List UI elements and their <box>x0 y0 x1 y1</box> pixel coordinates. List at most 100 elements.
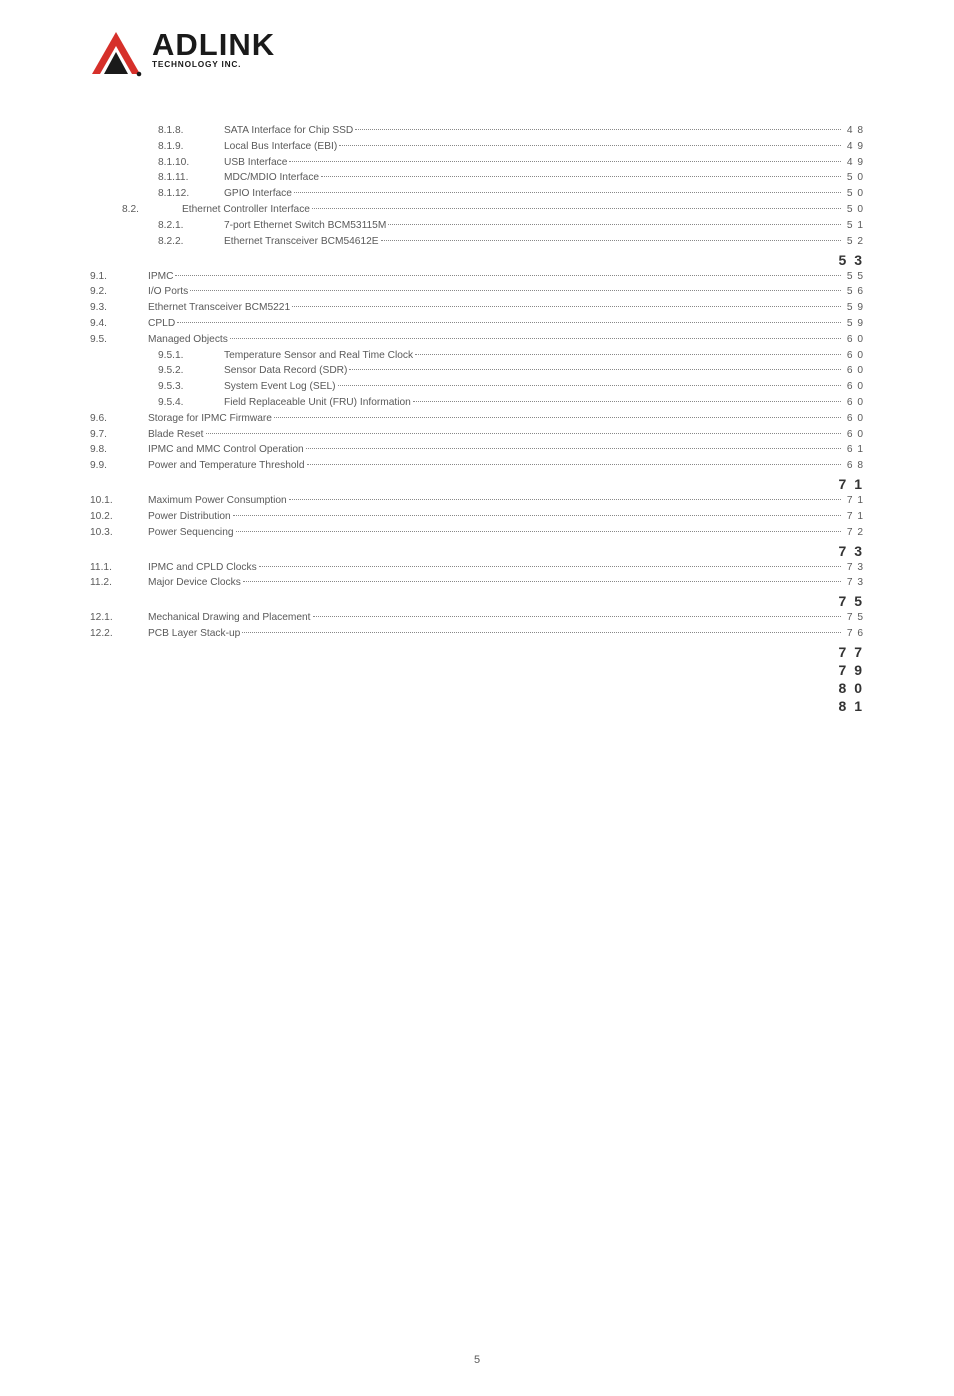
toc-entry: 8.1.8.SATA Interface for Chip SSD4 8 <box>90 123 864 139</box>
toc-entry-title: Sensor Data Record (SDR) <box>224 363 347 379</box>
toc-entry: 9.5.Managed Objects 6 0 <box>90 332 864 348</box>
toc-entry: 8.2.1.7-port Ethernet Switch BCM53115M5 … <box>90 218 864 234</box>
toc-entry-title: Storage for IPMC Firmware <box>148 411 272 427</box>
toc-leader <box>381 240 841 241</box>
toc-entry-number: 11.1. <box>90 560 148 576</box>
toc-entry: 9.5.2.Sensor Data Record (SDR)6 0 <box>90 363 864 379</box>
page-number: 5 <box>474 1354 480 1366</box>
toc-entry-page: 6 0 <box>843 395 864 411</box>
toc-entry-page: 5 5 <box>843 269 864 285</box>
toc-entry-page: 5 0 <box>843 202 864 218</box>
toc-entry-number: 10.3. <box>90 525 148 541</box>
toc-entry-number: 9.5. <box>90 332 148 348</box>
toc-entry-number: 9.6. <box>90 411 148 427</box>
toc-entry-title: Major Device Clocks <box>148 575 241 591</box>
toc-entry-title: MDC/MDIO Interface <box>224 170 319 186</box>
toc-leader <box>259 566 841 567</box>
toc-entry-title: Mechanical Drawing and Placement <box>148 610 311 626</box>
logo-name: ADLINK <box>152 30 275 59</box>
toc-entry-page: 7 1 <box>843 493 864 509</box>
toc-entry-page: 5 9 <box>843 300 864 316</box>
toc-leader <box>388 224 841 225</box>
toc-entry: 9.5.1.Temperature Sensor and Real Time C… <box>90 348 864 364</box>
toc-entry: 8.2.Ethernet Controller Interface 5 0 <box>90 202 864 218</box>
toc-entry-number: 8.2. <box>122 202 182 218</box>
toc-entry-number: 12.1. <box>90 610 148 626</box>
toc-entry: 9.1.IPMC5 5 <box>90 269 864 285</box>
toc-entry-number: 9.3. <box>90 300 148 316</box>
toc-leader <box>236 531 841 532</box>
toc-entry: 9.5.3.System Event Log (SEL) 6 0 <box>90 379 864 395</box>
toc-leader <box>230 338 841 339</box>
toc-entry-number: 8.1.11. <box>158 170 224 186</box>
toc-entry-page: 5 1 <box>843 218 864 234</box>
toc-entry: 8.1.9.Local Bus Interface (EBI) 4 9 <box>90 139 864 155</box>
toc-entry-page: 6 0 <box>843 379 864 395</box>
toc-entry: 8.1.12.GPIO Interface5 0 <box>90 186 864 202</box>
page-footer: 5 <box>90 1354 864 1366</box>
toc-leader <box>206 433 841 434</box>
toc-entry-title: Ethernet Controller Interface <box>182 202 310 218</box>
toc-leader <box>339 145 841 146</box>
toc-entry: 12.1.Mechanical Drawing and Placement 7 5 <box>90 610 864 626</box>
toc-entry-title: Maximum Power Consumption <box>148 493 287 509</box>
toc-entry-page: 5 6 <box>843 284 864 300</box>
toc-entry: 10.2.Power Distribution7 1 <box>90 509 864 525</box>
toc-entry: 9.8.IPMC and MMC Control Operation6 1 <box>90 442 864 458</box>
toc-entry-number: 8.1.12. <box>158 186 224 202</box>
toc-leader <box>338 385 841 386</box>
toc-leader <box>294 192 841 193</box>
toc-entry: 10.1.Maximum Power Consumption7 1 <box>90 493 864 509</box>
toc-section-page: 7 5 <box>90 593 864 609</box>
toc-entry: 8.1.11.MDC/MDIO Interface 5 0 <box>90 170 864 186</box>
toc-entry-number: 8.1.10. <box>158 155 224 171</box>
toc-entry-title: Blade Reset <box>148 427 204 443</box>
toc-leader <box>242 632 841 633</box>
logo: ADLINK TECHNOLOGY INC. <box>90 30 864 78</box>
toc-entry-page: 7 3 <box>843 560 864 576</box>
logo-tagline: TECHNOLOGY INC. <box>152 59 275 69</box>
toc-entry-page: 5 0 <box>843 170 864 186</box>
toc-entry: 9.7.Blade Reset6 0 <box>90 427 864 443</box>
toc-section-page: 5 3 <box>90 252 864 268</box>
toc-entry-page: 4 9 <box>843 139 864 155</box>
logo-triangle-icon <box>90 30 144 78</box>
toc-entry: 9.5.4.Field Replaceable Unit (FRU) Infor… <box>90 395 864 411</box>
toc-entry-page: 7 6 <box>843 626 864 642</box>
toc-section-page: 7 7 <box>90 644 864 660</box>
toc-entry: 9.2.I/O Ports5 6 <box>90 284 864 300</box>
toc-entry-title: I/O Ports <box>148 284 188 300</box>
toc-entry-number: 9.1. <box>90 269 148 285</box>
toc-entry-page: 5 9 <box>843 316 864 332</box>
toc-entry-title: Ethernet Transceiver BCM54612E <box>224 234 379 250</box>
toc-entry-title: SATA Interface for Chip SSD <box>224 123 353 139</box>
toc-leader <box>355 129 841 130</box>
toc-leader <box>233 515 841 516</box>
toc-entry-title: Managed Objects <box>148 332 228 348</box>
toc-leader <box>313 616 841 617</box>
toc-leader <box>289 499 841 500</box>
toc-leader <box>190 290 841 291</box>
toc-entry-number: 9.5.3. <box>158 379 224 395</box>
toc-entry-title: Local Bus Interface (EBI) <box>224 139 337 155</box>
toc-entry: 11.2.Major Device Clocks 7 3 <box>90 575 864 591</box>
toc-entry: 12.2.PCB Layer Stack-up7 6 <box>90 626 864 642</box>
toc-entry-number: 9.4. <box>90 316 148 332</box>
toc-entry-page: 6 0 <box>843 332 864 348</box>
toc-section-page: 7 3 <box>90 543 864 559</box>
table-of-contents: 8.1.8.SATA Interface for Chip SSD4 88.1.… <box>90 123 864 714</box>
toc-entry-title: USB Interface <box>224 155 287 171</box>
toc-entry-page: 5 2 <box>843 234 864 250</box>
toc-entry-number: 9.9. <box>90 458 148 474</box>
toc-entry-title: System Event Log (SEL) <box>224 379 336 395</box>
toc-entry-number: 10.2. <box>90 509 148 525</box>
toc-entry: 10.3.Power Sequencing7 2 <box>90 525 864 541</box>
toc-entry-page: 7 5 <box>843 610 864 626</box>
toc-entry-number: 8.1.9. <box>158 139 224 155</box>
toc-entry-page: 6 0 <box>843 427 864 443</box>
toc-entry-title: PCB Layer Stack-up <box>148 626 240 642</box>
toc-entry-page: 7 3 <box>843 575 864 591</box>
toc-entry-page: 6 8 <box>843 458 864 474</box>
toc-entry-number: 11.2. <box>90 575 148 591</box>
toc-entry-number: 8.2.1. <box>158 218 224 234</box>
